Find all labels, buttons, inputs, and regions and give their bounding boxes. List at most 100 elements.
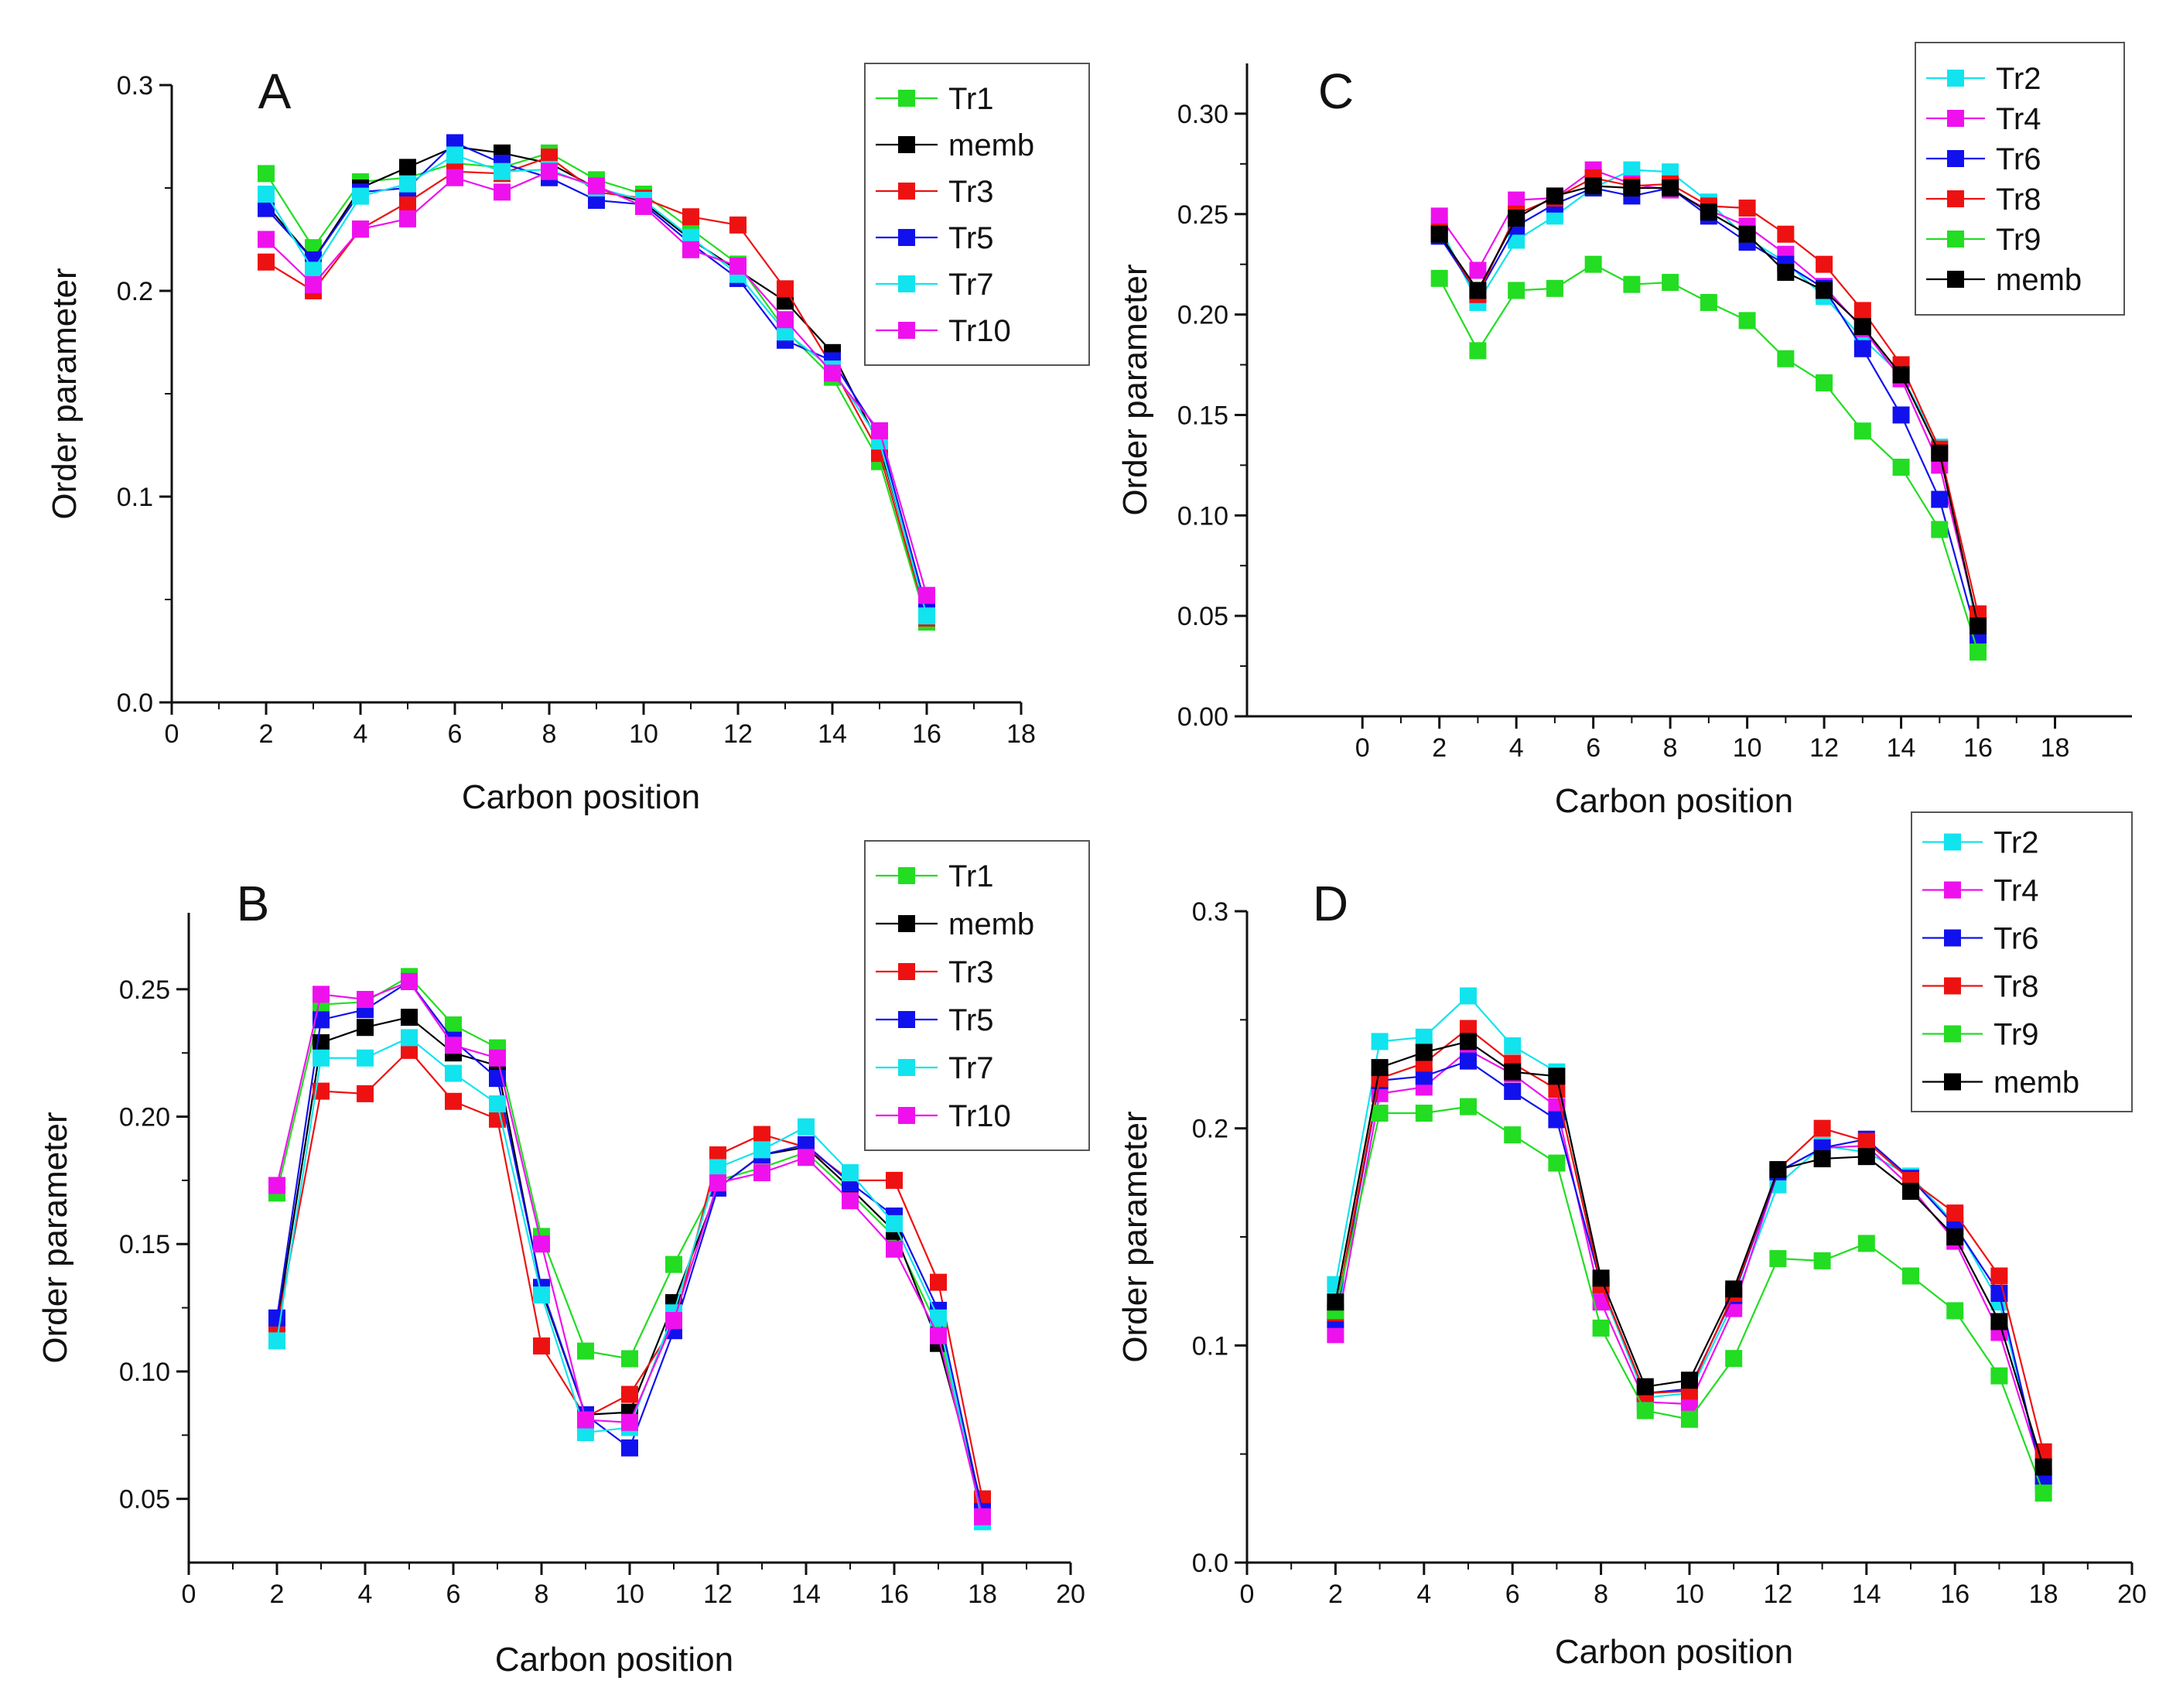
point-a-tr7	[258, 185, 275, 203]
point-b-tr7	[753, 1141, 770, 1159]
point-b-tr10	[753, 1164, 770, 1181]
point-d-tr4	[1681, 1395, 1698, 1413]
legend-marker-c-tr9	[1947, 231, 1964, 248]
x-tick-label-a: 0	[165, 719, 179, 749]
legend-label-c-tr4: Tr4	[1996, 102, 2041, 136]
point-b-tr10	[313, 986, 330, 1003]
x-tick-label-c: 0	[1355, 733, 1370, 763]
point-d-tr4	[1592, 1293, 1610, 1311]
y-tick-label-c: 0.05	[1177, 602, 1228, 631]
legend-label-b-tr3: Tr3	[948, 955, 994, 989]
legend-d: Tr2 Tr4 Tr6 Tr8 Tr9 memb	[1911, 811, 2133, 1112]
legend-marker-b-tr1	[898, 867, 915, 884]
legend-marker-c-tr6	[1947, 150, 1964, 167]
y-tick-label-c: 0.20	[1177, 301, 1228, 330]
legend-marker-b-tr10	[898, 1107, 915, 1124]
x-tick-label-a: 12	[723, 719, 753, 749]
point-d-tr8	[1990, 1267, 2008, 1285]
x-tick-label-b: 2	[270, 1580, 285, 1609]
y-tick-label-c: 0.25	[1177, 200, 1228, 230]
point-b-tr3	[621, 1385, 638, 1403]
point-d-tr9	[1990, 1367, 2008, 1385]
x-tick-label-b: 14	[791, 1580, 821, 1609]
point-c-tr9	[1662, 274, 1679, 292]
x-tick-label-b: 10	[615, 1580, 644, 1609]
legend-marker-b-tr5	[898, 1011, 915, 1028]
legend-label-b-tr1: Tr1	[948, 859, 994, 893]
legend-box-b	[864, 840, 1090, 1151]
point-c-tr9	[1623, 275, 1641, 293]
legend-marker-a-tr7	[898, 275, 915, 292]
point-c-tr9	[1546, 279, 1563, 297]
point-c-memb	[1584, 177, 1602, 195]
point-c-tr9	[1931, 521, 1949, 538]
point-c-memb	[1816, 282, 1833, 299]
point-b-memb	[357, 1019, 374, 1037]
point-d-memb	[1946, 1228, 1964, 1245]
point-b-tr7	[313, 1049, 330, 1067]
legend-label-a-tr5: Tr5	[948, 221, 994, 255]
legend-marker-c-tr2	[1947, 70, 1964, 87]
x-axis-title-a: Carbon position	[462, 778, 700, 816]
point-d-memb	[1769, 1160, 1787, 1178]
point-a-tr3	[258, 253, 275, 271]
legend-label-c-tr6: Tr6	[1996, 142, 2041, 176]
point-b-tr7	[401, 1029, 418, 1047]
point-c-tr9	[1430, 269, 1448, 287]
point-a-tr10	[635, 197, 652, 215]
point-c-memb	[1662, 179, 1679, 197]
point-b-tr1	[665, 1255, 682, 1273]
point-d-tr8	[1946, 1204, 1964, 1222]
legend-label-c-tr8: Tr8	[1996, 183, 2041, 217]
point-a-tr7	[918, 607, 935, 625]
point-a-tr10	[258, 231, 275, 248]
point-a-tr5	[258, 200, 275, 217]
x-tick-label-d: 4	[1416, 1580, 1431, 1609]
series-line-c-tr9	[1438, 263, 1980, 653]
x-tick-label-a: 8	[542, 719, 557, 749]
point-c-memb	[1430, 225, 1448, 243]
point-c-tr9	[1700, 294, 1717, 312]
legend-label-d-tr6: Tr6	[1993, 922, 2039, 956]
point-d-memb	[1327, 1293, 1344, 1311]
point-a-tr3	[729, 216, 746, 234]
point-d-tr9	[1504, 1126, 1522, 1144]
point-a-tr10	[399, 210, 416, 227]
point-c-tr2	[1508, 231, 1525, 249]
point-b-tr3	[533, 1337, 550, 1354]
point-b-tr3	[357, 1085, 374, 1102]
point-d-tr8	[1813, 1119, 1831, 1137]
point-b-tr7	[930, 1309, 947, 1327]
point-a-tr10	[682, 241, 699, 258]
legend-label-c-memb: memb	[1996, 263, 2082, 297]
point-a-tr7	[446, 146, 463, 164]
legend-label-a-tr3: Tr3	[948, 175, 994, 209]
point-c-tr4	[1430, 207, 1448, 225]
legend-label-a-tr7: Tr7	[948, 268, 994, 302]
legend-label-c-tr2: Tr2	[1996, 62, 2041, 96]
legend-box-a	[864, 63, 1090, 366]
point-b-tr10	[268, 1177, 285, 1194]
point-a-tr10	[494, 183, 511, 201]
point-d-tr9	[1681, 1410, 1698, 1428]
panel-b: 0 2 4 6 8 10 12 14 16 18 20 0.05 0.10 0.15 0.20 0.25 Car…	[36, 840, 1090, 1679]
point-c-tr9	[1584, 255, 1602, 273]
legend-marker-b-tr7	[898, 1059, 915, 1076]
legend-marker-d-tr8	[1944, 977, 1961, 995]
x-tick-label-a: 14	[818, 719, 847, 749]
point-d-memb	[1460, 1033, 1477, 1050]
point-b-tr5	[268, 1309, 285, 1327]
legend-label-d-tr2: Tr2	[1993, 826, 2039, 860]
y-tick-label-c: 0.30	[1177, 100, 1228, 129]
point-a-tr1	[258, 165, 275, 183]
x-tick-label-d: 14	[1852, 1580, 1881, 1609]
legend-box-c	[1915, 42, 2125, 316]
y-axis-title-a: Order parameter	[46, 268, 84, 519]
point-d-tr8	[1857, 1132, 1875, 1150]
point-b-tr7	[533, 1286, 550, 1304]
legend-label-d-tr8: Tr8	[1993, 970, 2039, 1004]
point-b-tr5	[621, 1439, 638, 1457]
point-d-tr2	[1460, 987, 1477, 1005]
panel-a: 0 2 4 6 8 10 12 14 16 18 0.0 0.1 0.2 0.3 Carbon positi…	[46, 63, 1090, 816]
legend-marker-c-tr8	[1947, 190, 1964, 207]
